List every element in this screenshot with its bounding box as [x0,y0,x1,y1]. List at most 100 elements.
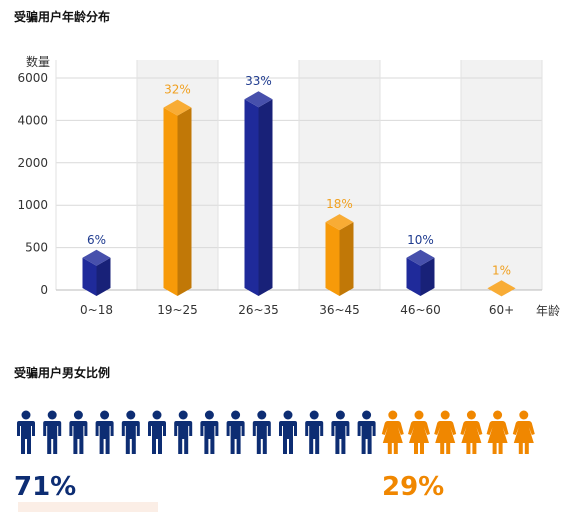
male-person-icon [200,410,219,454]
female-person-icon [408,410,430,454]
person-head [152,410,162,420]
percent-label: 18% [326,197,353,211]
age-chart-title: 受骗用户年龄分布 [14,10,111,24]
column-band [461,60,542,290]
x-tick-label: 26~35 [238,303,279,317]
female-person-icon [460,410,483,454]
x-tick-label: 19~25 [157,303,198,317]
male-person-icon [69,410,88,454]
male-person-icon [305,410,324,454]
bar-36~45 [325,214,354,296]
person-body [95,421,114,454]
percent-label: 6% [87,233,106,247]
female-person-icon [486,410,509,454]
person-head [204,410,214,420]
bar-side-face [96,257,111,296]
person-head [466,410,476,420]
person-head [73,410,83,420]
person-body [148,421,166,454]
person-head [126,410,136,420]
bar-side-face [258,99,273,296]
x-tick-label: 36~45 [319,303,360,317]
person-head [283,410,293,420]
bar-front-face [82,257,97,296]
person-body [43,421,62,454]
bar-top-face [325,214,354,231]
female-person-icon [512,410,535,454]
person-head [231,410,241,420]
person-body [331,421,350,454]
bar-side-face [177,107,192,297]
person-body [17,421,35,454]
y-axis-title: 数量 [26,54,50,69]
percent-label: 1% [492,263,511,277]
person-head [47,410,57,420]
person-head [21,410,31,420]
person-head [178,410,188,420]
x-tick-label: 60+ [489,303,514,317]
person-body [226,421,245,454]
x-tick-label: 0~18 [80,303,113,317]
female-person-icon [434,410,457,454]
y-tick-label: 6000 [17,71,48,85]
person-body [460,421,483,454]
bar-19~25 [163,99,192,297]
bar-front-face [325,222,340,296]
male-person-icon [279,410,297,454]
male-person-icon [148,410,166,454]
y-tick-label: 2000 [17,156,48,170]
person-head [440,410,450,420]
person-body [200,421,219,454]
bar-side-face [339,222,354,296]
male-person-icon [252,410,271,454]
gender-pictograph [17,410,535,454]
male-person-icon [95,410,114,454]
bar-46~60 [406,249,435,296]
x-tick-label: 46~60 [400,303,441,317]
bar-top-face [406,249,435,266]
female-percentage: 29% [382,472,445,502]
bar-top-face [487,280,516,297]
male-person-icon [357,410,376,454]
person-body [434,421,457,454]
y-tick-label: 1000 [17,198,48,212]
bar-top-face [163,99,192,116]
bar-top-face [244,91,273,108]
y-tick-label: 4000 [17,113,48,127]
person-body [174,421,193,454]
male-percentage: 71% [14,472,77,502]
y-tick-label: 0 [40,283,48,297]
male-person-icon [121,410,140,454]
person-head [257,410,267,420]
person-head [414,410,424,420]
bar-26~35 [244,91,273,296]
faint-strip [18,502,158,512]
person-head [309,410,319,420]
gender-chart-title: 受骗用户男女比例 [14,366,111,380]
person-body [69,421,88,454]
person-body [305,421,324,454]
female-person-icon [381,410,404,454]
person-body [512,421,535,454]
bar-top-face [82,249,111,266]
person-head [335,410,345,420]
person-body [121,421,140,454]
male-person-icon [17,410,35,454]
percent-label: 33% [245,74,272,88]
person-body [252,421,271,454]
male-person-icon [331,410,350,454]
person-head [493,410,503,420]
percent-label: 10% [407,233,434,247]
male-person-icon [226,410,245,454]
person-head [362,410,372,420]
male-person-icon [174,410,193,454]
bar-front-face [163,107,178,297]
male-person-icon [43,410,62,454]
bar-front-face [406,257,421,296]
person-body [408,421,430,454]
person-head [388,410,398,420]
x-axis-title: 年龄 [536,304,560,318]
person-head [519,410,529,420]
bar-front-face [244,99,259,296]
